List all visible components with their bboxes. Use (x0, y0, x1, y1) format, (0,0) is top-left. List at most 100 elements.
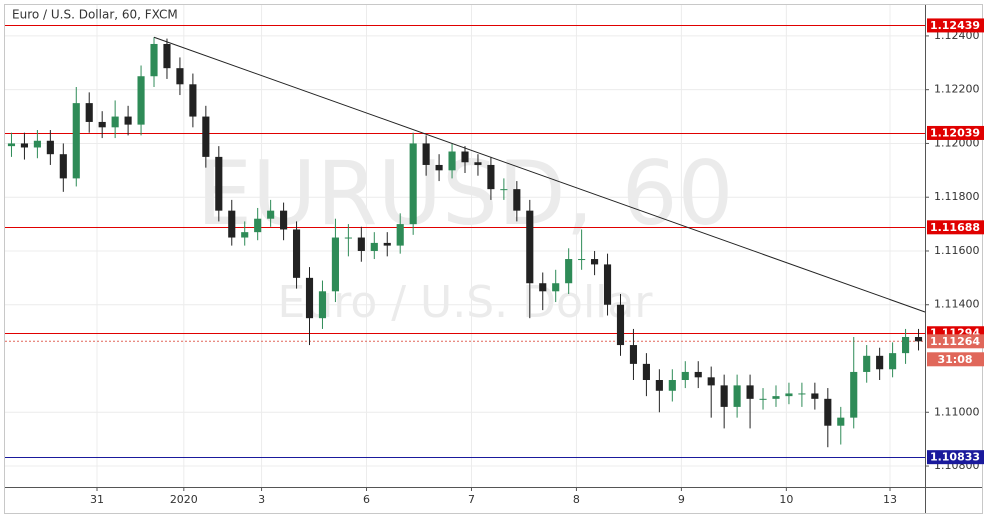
candle-body (46, 140, 54, 155)
candle-body (7, 143, 16, 147)
x-tick-label: 8 (573, 493, 580, 506)
x-tick-label: 13 (883, 493, 897, 506)
candle-body (20, 143, 28, 148)
level-label-box (927, 125, 984, 140)
candle-body (681, 371, 689, 381)
candle-body (487, 164, 495, 190)
candle-body (526, 210, 534, 284)
candle-body (914, 336, 923, 342)
frame (4, 4, 983, 514)
candle-body (396, 224, 404, 246)
candle-body (422, 143, 430, 165)
x-tick-label: 3 (258, 493, 265, 506)
candle-body (759, 398, 767, 400)
x-tick-label: 9 (678, 493, 685, 506)
trendline (153, 36, 926, 313)
x-tick-label: 10 (779, 493, 793, 506)
candle-body (733, 385, 741, 407)
candle-body (357, 237, 365, 251)
candle-body (111, 116, 119, 128)
candle-body (150, 43, 158, 77)
candle-body (474, 162, 482, 165)
candle-body (305, 277, 314, 319)
candle-body (163, 43, 171, 69)
candle-body (591, 259, 599, 265)
candle-body (228, 210, 236, 238)
candle-body (98, 121, 106, 128)
candle-body (461, 151, 469, 163)
candle-body (902, 336, 910, 354)
candle-body (720, 385, 728, 407)
candle-body (552, 283, 560, 292)
candle-body (318, 291, 327, 319)
candle-body (746, 385, 754, 399)
candle-body (642, 363, 650, 381)
candle-body (772, 396, 780, 399)
level-label-box (927, 220, 984, 235)
candle-body (668, 380, 676, 391)
x-tick-label: 31 (90, 493, 104, 506)
candle-body (85, 103, 93, 122)
last-price-label-box (927, 334, 984, 349)
y-tick-label: 1.11800 (934, 190, 980, 203)
candle-body (655, 380, 663, 391)
candle-body (500, 189, 508, 191)
candle-body (863, 355, 871, 372)
candle-body (292, 229, 301, 278)
candle-body (798, 393, 806, 395)
x-tick-label: 7 (468, 493, 475, 506)
chart-title: Euro / U.S. Dollar, 60, FXCM (12, 8, 178, 22)
candle-body (267, 210, 275, 219)
countdown-label: 31:08 (937, 353, 972, 366)
y-tick-label: 1.11000 (934, 405, 980, 418)
candle-body (707, 377, 715, 386)
candle-body (616, 304, 625, 346)
candle-body (850, 371, 858, 418)
candle-body (137, 76, 145, 125)
level-label: 1.12439 (930, 19, 980, 32)
candle-body (578, 259, 586, 261)
candle-body (124, 116, 132, 125)
candle-body (513, 189, 521, 211)
candle-body (539, 283, 547, 292)
y-tick-label: 1.11400 (934, 298, 980, 311)
candle-body (72, 103, 80, 179)
candle-body (280, 210, 288, 230)
candle-body (331, 237, 339, 292)
level-label-box (927, 18, 984, 33)
level-label: 1.11688 (930, 221, 980, 234)
candle-body (603, 264, 612, 305)
x-tick-label: 6 (363, 493, 370, 506)
candle-body (837, 417, 845, 426)
candle-body (629, 345, 638, 364)
candle-body (383, 242, 391, 246)
countdown-label-box (927, 352, 984, 367)
watermark-subtitle: Euro / U.S. Dollar (278, 277, 654, 328)
candle-body (889, 353, 897, 370)
candle-body (435, 164, 443, 171)
candle-body (254, 218, 262, 233)
level-label-box (927, 450, 984, 465)
candle-body (876, 355, 884, 370)
candle-body (785, 393, 793, 397)
candle-body (202, 116, 210, 157)
candle-body (189, 84, 197, 117)
level-label: 1.10833 (930, 451, 980, 464)
candle-body (344, 237, 352, 239)
candle-body (824, 398, 832, 426)
y-tick-label: 1.11600 (934, 244, 980, 257)
candle-body (565, 259, 573, 284)
level-label: 1.12039 (930, 126, 980, 139)
candle-body (59, 154, 67, 179)
y-tick-label: 1.12200 (934, 83, 980, 96)
last-price-label: 1.11264 (930, 335, 980, 348)
candle-body (176, 68, 184, 85)
candle-body (370, 242, 378, 251)
candle-body (215, 156, 223, 211)
candle-body (694, 371, 702, 378)
candle-body (241, 232, 249, 238)
candle-body (33, 140, 41, 148)
